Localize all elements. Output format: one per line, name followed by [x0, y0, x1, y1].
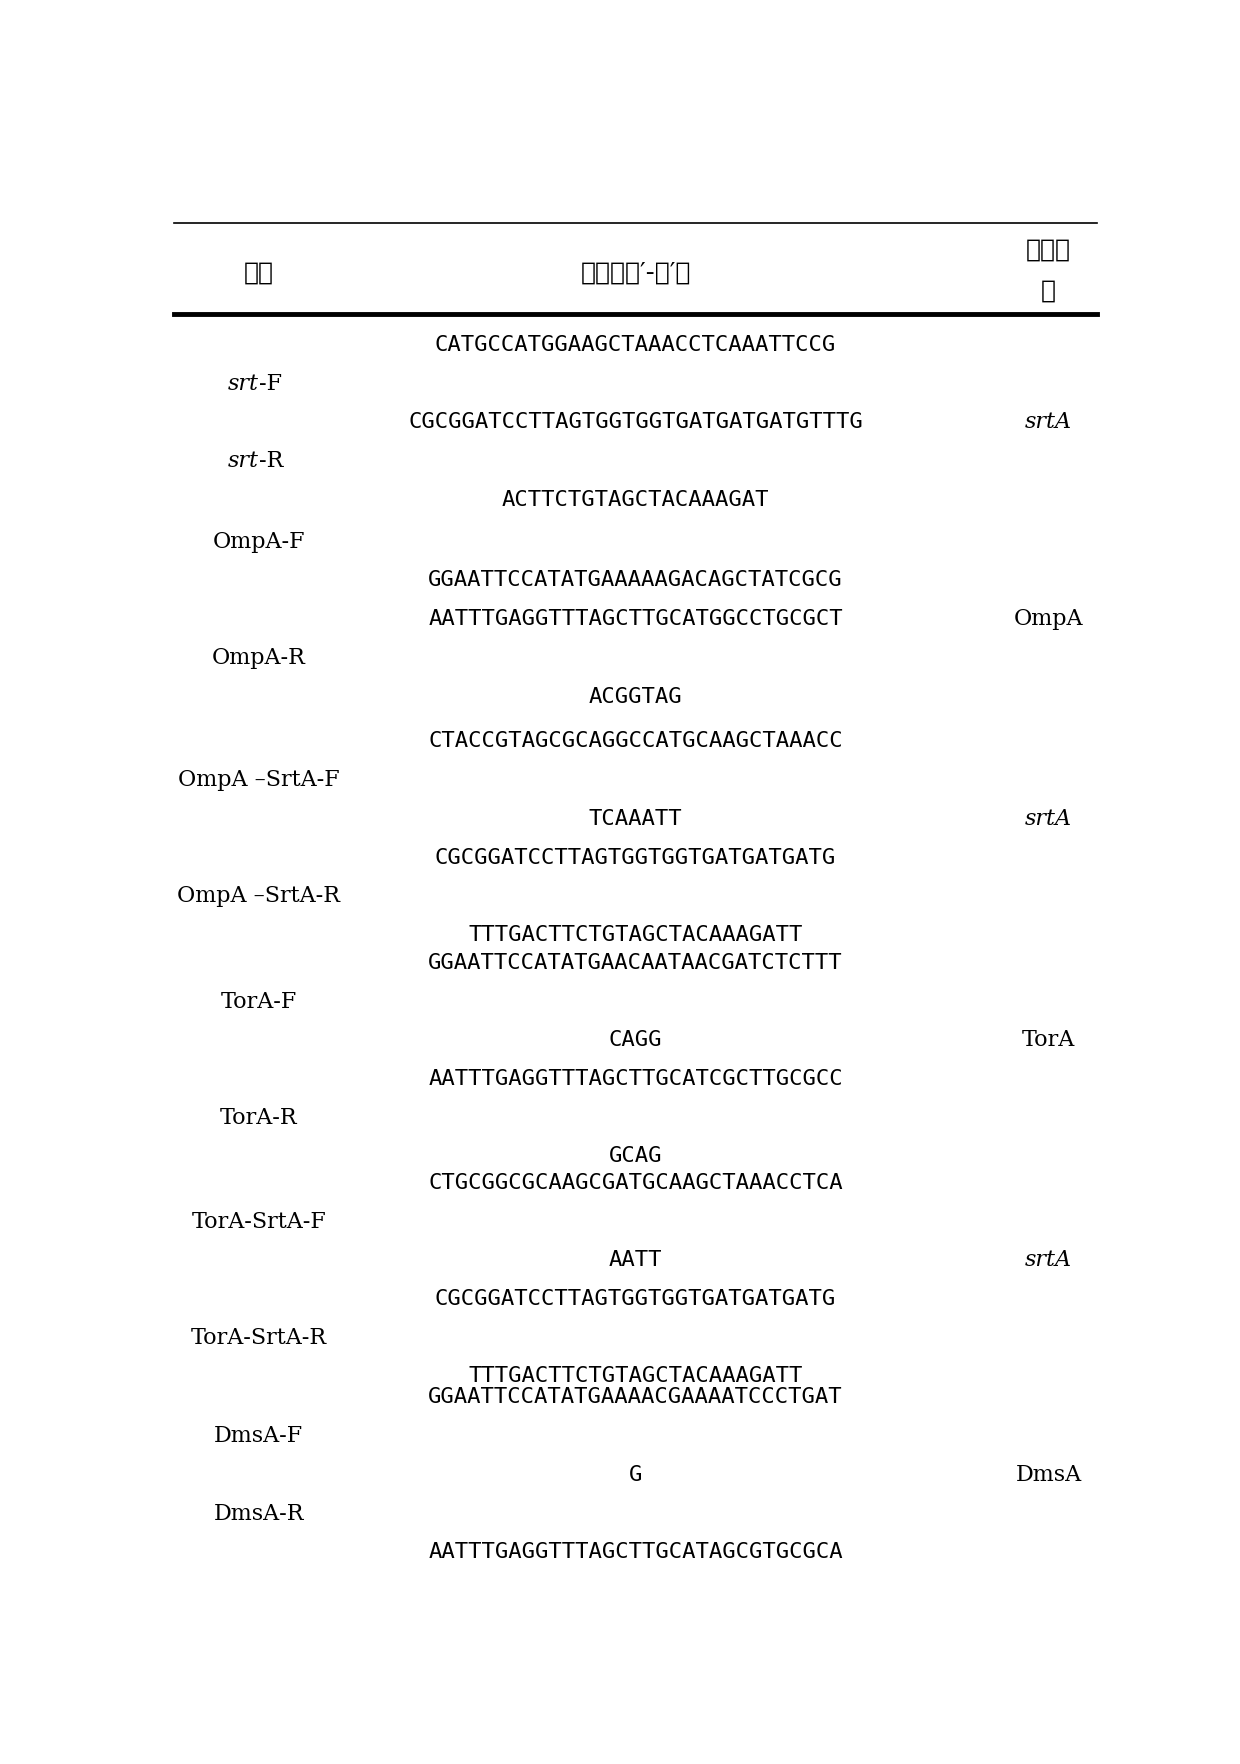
Text: TTTGACTTCTGTAGCTACAAAGATT: TTTGACTTCTGTAGCTACAAAGATT [469, 924, 802, 946]
Text: srtA: srtA [1025, 1249, 1073, 1272]
Text: TorA: TorA [1022, 1028, 1075, 1051]
Text: G: G [629, 1464, 642, 1485]
Text: TorA-R: TorA-R [219, 1106, 298, 1129]
Text: 段: 段 [1042, 279, 1056, 302]
Text: CGCGGATCCTTAGTGGTGGTGATGATGATG: CGCGGATCCTTAGTGGTGGTGATGATGATG [435, 1289, 836, 1309]
Text: TorA-SrtA-F: TorA-SrtA-F [191, 1210, 326, 1233]
Text: CTGCGGCGCAAGCGATGCAAGCTAAACCTCA: CTGCGGCGCAAGCGATGCAAGCTAAACCTCA [428, 1173, 843, 1192]
Text: OmpA: OmpA [1014, 609, 1084, 630]
Text: DmsA-F: DmsA-F [215, 1425, 304, 1446]
Text: ACGGTAG: ACGGTAG [589, 686, 682, 707]
Text: TorA-SrtA-R: TorA-SrtA-R [191, 1327, 327, 1349]
Text: CGCGGATCCTTAGTGGTGGTGATGATGATGTTTG: CGCGGATCCTTAGTGGTGGTGATGATGATGTTTG [408, 413, 863, 432]
Text: DmsA-R: DmsA-R [213, 1503, 304, 1524]
Text: DmsA: DmsA [1016, 1464, 1081, 1485]
Text: srtA: srtA [1025, 411, 1073, 434]
Text: TorA-F: TorA-F [221, 991, 296, 1013]
Text: srt: srt [228, 450, 259, 473]
Text: GCAG: GCAG [609, 1147, 662, 1166]
Text: -R: -R [259, 450, 283, 473]
Text: AATTTGAGGTTTAGCTTGCATAGCGTGCGCA: AATTTGAGGTTTAGCTTGCATAGCGTGCGCA [428, 1542, 843, 1563]
Text: 名称: 名称 [244, 261, 274, 284]
Text: AATT: AATT [609, 1251, 662, 1270]
Text: 序列（５′-３′）: 序列（５′-３′） [580, 261, 691, 284]
Text: AATTTGAGGTTTAGCTTGCATCGCTTGCGCC: AATTTGAGGTTTAGCTTGCATCGCTTGCGCC [428, 1069, 843, 1088]
Text: GGAATTCCATATGAAAAAGACAGCTATCGCG: GGAATTCCATATGAAAAAGACAGCTATCGCG [428, 570, 843, 591]
Text: GGAATTCCATATGAACAATAACGATCTCTTT: GGAATTCCATATGAACAATAACGATCTCTTT [428, 953, 843, 972]
Text: srtA: srtA [1025, 808, 1073, 829]
Text: OmpA –SrtA-F: OmpA –SrtA-F [179, 769, 340, 790]
Text: CATGCCATGGAAGCTAAACCTCAAATTCCG: CATGCCATGGAAGCTAAACCTCAAATTCCG [435, 335, 836, 355]
Text: OmpA-R: OmpA-R [212, 647, 306, 669]
Text: srt: srt [228, 372, 259, 395]
Text: AATTTGAGGTTTAGCTTGCATGGCCTGCGCT: AATTTGAGGTTTAGCTTGCATGGCCTGCGCT [428, 609, 843, 630]
Text: CTACCGTAGCGCAGGCCATGCAAGCTAAACC: CTACCGTAGCGCAGGCCATGCAAGCTAAACC [428, 732, 843, 751]
Text: CGCGGATCCTTAGTGGTGGTGATGATGATG: CGCGGATCCTTAGTGGTGGTGATGATGATG [435, 847, 836, 868]
Text: GGAATTCCATATGAAAACGAAAATCCCTGAT: GGAATTCCATATGAAAACGAAAATCCCTGAT [428, 1388, 843, 1408]
Text: CAGG: CAGG [609, 1030, 662, 1050]
Text: 目的片: 目的片 [1027, 238, 1071, 261]
Text: ACTTCTGTAGCTACAAAGAT: ACTTCTGTAGCTACAAAGAT [502, 490, 769, 510]
Text: TTTGACTTCTGTAGCTACAAAGATT: TTTGACTTCTGTAGCTACAAAGATT [469, 1367, 802, 1387]
Text: OmpA –SrtA-R: OmpA –SrtA-R [177, 886, 340, 907]
Text: OmpA-F: OmpA-F [212, 531, 305, 552]
Text: TCAAATT: TCAAATT [589, 810, 682, 829]
Text: -F: -F [259, 372, 281, 395]
